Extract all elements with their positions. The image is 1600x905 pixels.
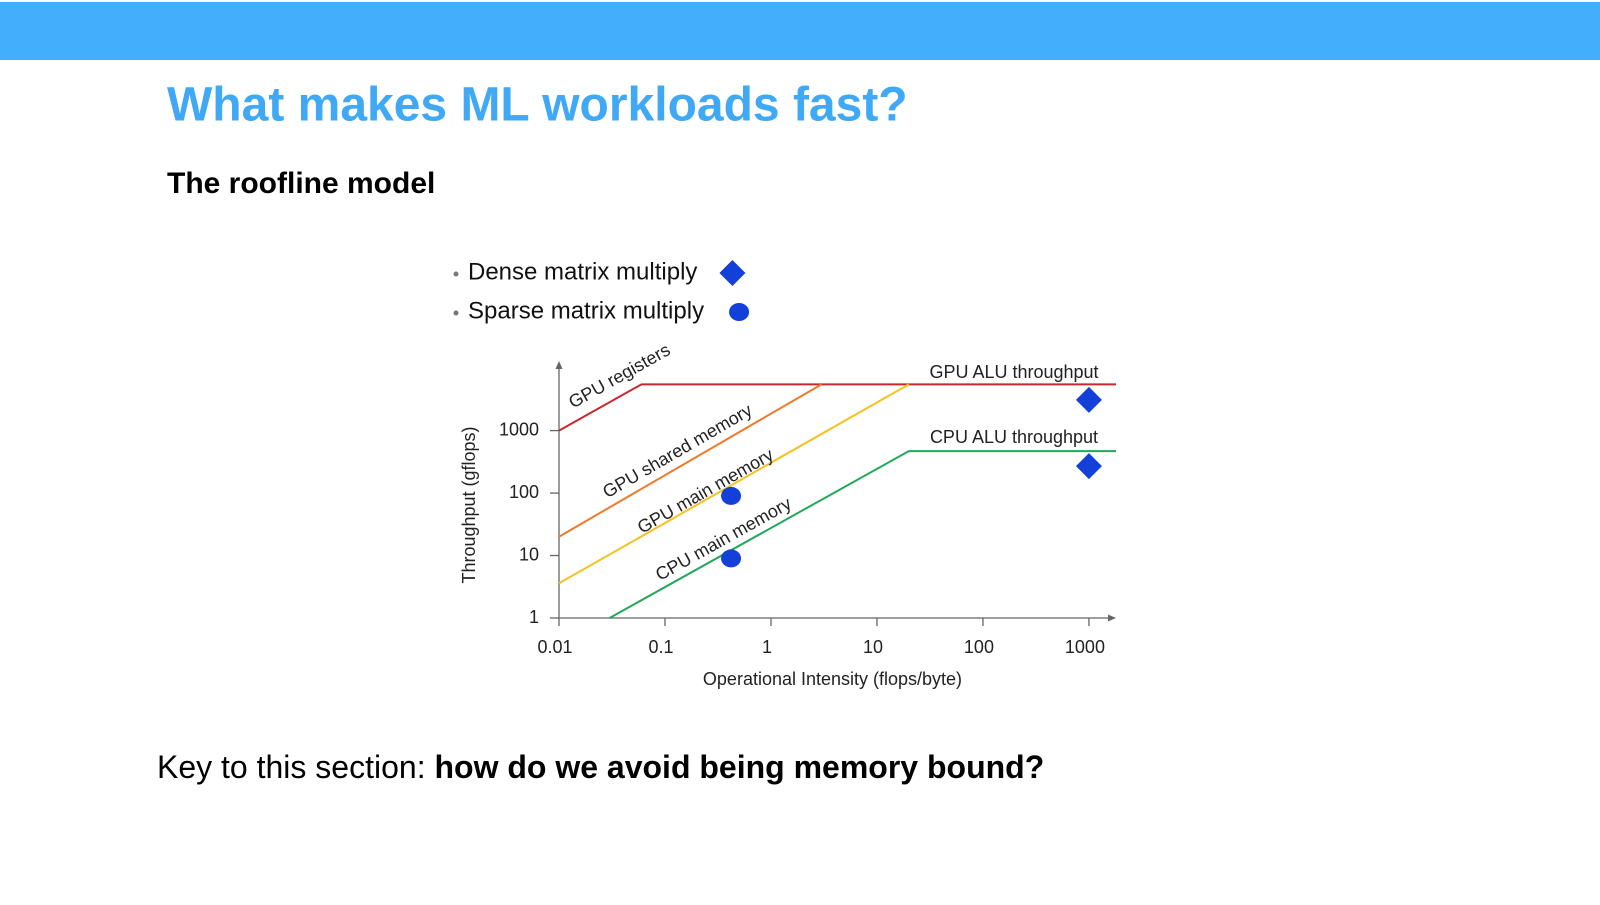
legend-bullet	[453, 310, 459, 316]
slide-title: What makes ML workloads fast?	[167, 79, 908, 132]
top-bar	[0, 2, 1600, 60]
slide-subtitle: The roofline model	[167, 167, 435, 200]
footer-text: Key to this section: how do we avoid bei…	[157, 749, 1044, 785]
y-axis-label: Throughput (gflops)	[459, 426, 479, 583]
diamond-marker	[1075, 453, 1102, 480]
legend-marker	[719, 260, 746, 286]
roof-line	[558, 383, 910, 585]
x-tick-label: 100	[964, 637, 994, 657]
y-tick-label: 10	[519, 544, 539, 564]
legend-bullet	[453, 271, 459, 277]
x-tick-label: 0.01	[537, 637, 572, 657]
x-tick-label: 10	[863, 637, 883, 657]
x-axis-arrow	[1108, 614, 1116, 622]
y-tick-label: 1000	[499, 419, 539, 439]
annotation: CPU ALU throughput	[930, 427, 1098, 447]
roof-line	[558, 383, 1116, 432]
x-axis-label: Operational Intensity (flops/byte)	[703, 669, 962, 689]
footer-lead: Key to this section:	[157, 749, 434, 785]
annotation: GPU ALU throughput	[929, 362, 1098, 382]
circle-marker	[721, 486, 742, 505]
y-axis-arrow	[555, 361, 563, 369]
roof-line	[558, 383, 823, 538]
roof-label: GPU registers	[565, 340, 673, 413]
x-tick-label: 0.1	[648, 637, 673, 657]
y-tick-label: 100	[509, 482, 539, 502]
diamond-marker	[1075, 386, 1102, 413]
y-tick-label: 1	[529, 607, 539, 627]
roof-line	[609, 450, 1116, 619]
legend-label: Sparse matrix multiply	[468, 297, 704, 324]
legend-label: Dense matrix multiply	[468, 258, 697, 285]
circle-marker	[721, 549, 742, 568]
legend-marker	[729, 303, 750, 321]
chart: 0.01 0.1 1 10 100 1000 1 10 100 1000 Operational I…	[453, 258, 1116, 689]
x-tick-label: 1	[762, 637, 772, 657]
x-tick-label: 1000	[1065, 637, 1105, 657]
footer-emphasis: how do we avoid being memory bound?	[434, 749, 1044, 785]
